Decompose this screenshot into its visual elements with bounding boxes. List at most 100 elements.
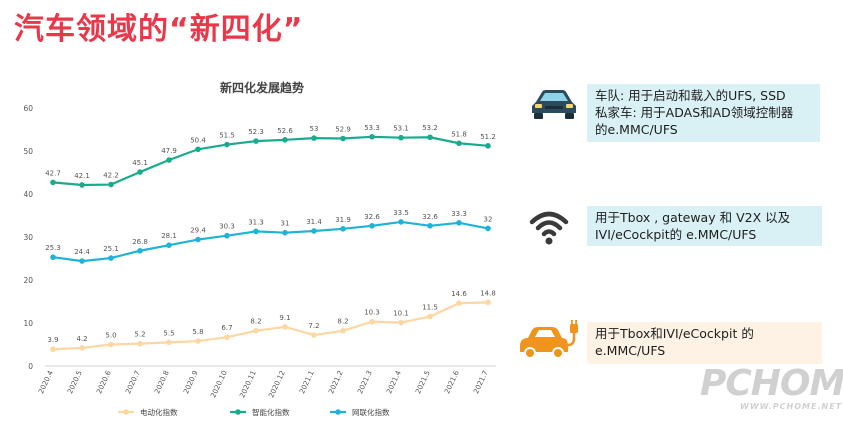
x-tick-label: 2020.11 [238,369,257,399]
info-line: e.MMC/UFS [595,343,666,358]
info-line: 的e.MMC/UFS [595,122,678,137]
series-line [52,301,489,351]
data-point [398,319,404,326]
legend-label: 网联化指数 [352,407,390,417]
data-label: 5.5 [163,329,174,337]
data-label: 32.6 [422,213,438,221]
page-title: 汽车领域的“新四化” [14,12,304,47]
data-label: 14.8 [480,289,496,297]
data-point [456,220,462,226]
data-point [398,219,404,225]
data-point [311,332,317,338]
y-tick-label: 10 [23,319,33,328]
data-label: 53 [310,125,319,133]
data-label: 52.6 [277,127,293,135]
x-tick-label: 2021.2 [327,369,345,395]
series-line [52,220,489,263]
data-label: 31.9 [335,216,351,224]
wifi-icon [529,211,569,245]
data-point [224,232,230,239]
watermark: PCHOME WWW.PCHOME.NET [700,366,843,412]
x-tick-label: 2021.7 [472,369,490,395]
data-label: 53.2 [422,124,438,132]
chart-title: 新四化发展趋势 [220,80,304,95]
y-tick-label: 0 [28,362,33,371]
legend-swatch-marker [335,409,341,415]
data-point [282,324,288,330]
data-label: 8.2 [250,318,261,326]
data-point [79,258,85,264]
data-point [311,228,317,234]
data-point [311,135,317,141]
y-tick-label: 60 [23,104,33,113]
x-tick-label: 2020.6 [95,369,113,395]
data-point [253,138,259,144]
car-icon [532,90,576,119]
data-label: 51.5 [219,132,235,140]
data-label: 33.3 [451,210,467,218]
data-point [427,313,433,320]
legend-swatch-marker [123,409,129,415]
data-label: 4.2 [76,335,87,343]
data-label: 31 [281,220,290,228]
y-tick-label: 30 [23,233,33,242]
series-line [52,135,489,187]
data-label: 53.3 [364,124,380,132]
data-point [108,255,114,261]
watermark-url: WWW.PCHOME.NET [740,402,843,411]
data-label: 3.9 [47,336,58,344]
legend-label: 智能化指数 [252,407,290,417]
data-label: 51.8 [451,130,467,138]
data-point [137,169,143,175]
data-point [253,327,259,334]
data-point [50,254,56,261]
data-label: 29.4 [190,227,206,235]
ev-charging-icon [520,320,578,359]
fleet-info-box: 车队: 用于启动和载入的UFS, SSD 私家车: 用于ADAS和AD领域控制器… [587,84,820,142]
data-label: 30.3 [219,223,235,231]
data-label: 31.3 [248,218,264,226]
data-label: 32 [484,215,493,223]
data-label: 28.1 [161,232,177,240]
data-point [195,338,201,344]
info-line: 用于Tbox和IVI/eCockpit 的 [595,326,754,341]
data-point [340,135,346,142]
data-point [398,134,404,141]
data-point [79,182,85,188]
data-label: 52.9 [335,126,351,134]
x-tick-label: 2021.6 [443,369,461,395]
data-label: 50.4 [190,136,206,144]
data-point [369,318,375,325]
data-label: 5.8 [192,328,203,336]
data-point [282,137,288,143]
data-label: 25.3 [45,244,61,252]
data-point [166,157,172,163]
x-tick-label: 2021.4 [385,369,403,395]
data-label: 52.3 [248,128,264,136]
data-label: 5.0 [105,332,116,340]
data-label: 47.9 [161,147,177,155]
data-point [50,346,56,353]
data-label: 31.4 [306,218,322,226]
data-point [282,229,288,236]
data-label: 14.6 [451,290,467,298]
data-label: 8.2 [337,318,348,326]
x-tick-label: 2020.8 [153,369,171,395]
x-tick-label: 2020.10 [209,369,228,399]
data-label: 10.1 [393,310,409,318]
data-point [369,134,375,140]
data-point [108,341,114,348]
data-point [108,181,114,188]
data-label: 42.2 [103,172,119,180]
data-point [195,146,201,153]
data-label: 9.1 [279,314,290,322]
data-point [166,242,172,248]
data-point [195,236,201,243]
data-label: 45.1 [132,159,148,167]
data-point [79,345,85,351]
data-label: 42.1 [74,172,90,180]
data-label: 6.7 [221,324,232,332]
data-label: 53.1 [393,125,409,133]
y-tick-label: 20 [23,276,33,285]
data-point [427,223,433,229]
